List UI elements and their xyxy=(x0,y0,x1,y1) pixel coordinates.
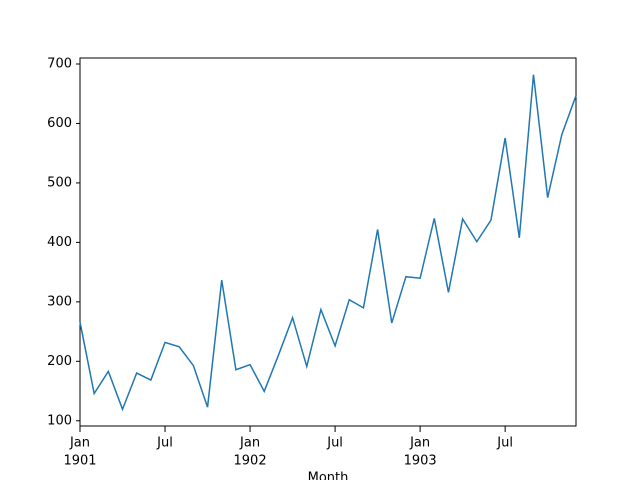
y-tick-label: 700 xyxy=(47,57,72,72)
x-tick-label: Jan xyxy=(409,436,430,451)
y-tick-label: 600 xyxy=(47,116,72,131)
y-tick-label: 500 xyxy=(47,175,72,190)
y-tick-label: 300 xyxy=(47,294,72,309)
x-tick-label: Jan xyxy=(69,436,90,451)
x-tick-label: Jul xyxy=(326,436,343,451)
y-tick-label: 400 xyxy=(47,235,72,250)
plot-frame xyxy=(79,57,577,427)
x-tick-label: Jan xyxy=(239,436,260,451)
x-tick-label: Jul xyxy=(156,436,173,451)
line-series xyxy=(79,74,577,412)
x-tick-label: 1903 xyxy=(404,454,437,469)
x-axis-label: Month xyxy=(308,471,349,480)
y-tick-label: 200 xyxy=(47,354,72,369)
x-tick-label: 1901 xyxy=(63,454,96,469)
y-tick-label: 100 xyxy=(47,413,72,428)
x-tick-label: 1902 xyxy=(234,454,267,469)
x-tick-label: Jul xyxy=(496,436,513,451)
